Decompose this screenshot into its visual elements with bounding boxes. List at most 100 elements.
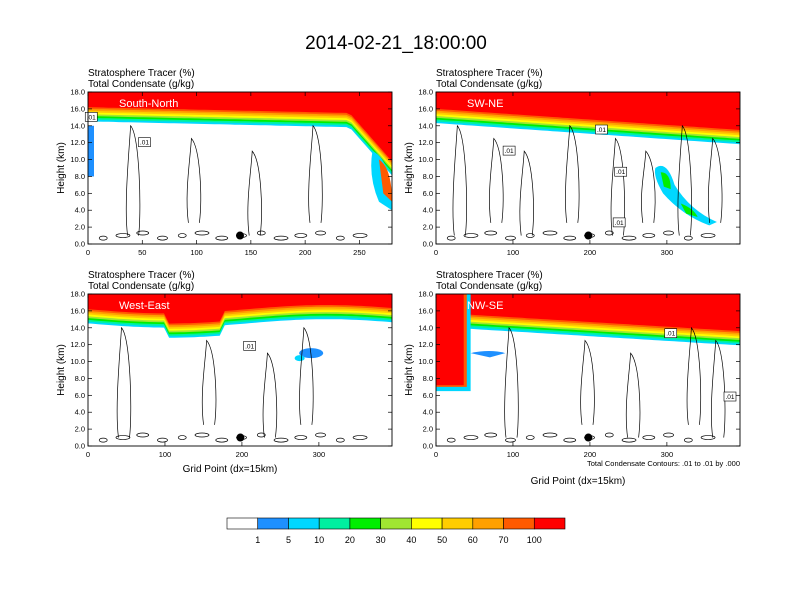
y-axis-label: Height (km) bbox=[404, 142, 415, 194]
contour-line bbox=[247, 150, 262, 236]
colorbar-swatch bbox=[411, 517, 443, 530]
y-tick-label: 4.0 bbox=[75, 408, 85, 417]
panel-label: SW-NE bbox=[467, 98, 503, 110]
colorbar-label: 50 bbox=[437, 535, 447, 545]
tracer-tongue bbox=[660, 172, 671, 190]
tracer-blob bbox=[470, 351, 506, 358]
contour-line bbox=[621, 437, 637, 443]
y-tick-label: 18.0 bbox=[418, 88, 433, 97]
contour-line bbox=[177, 435, 187, 440]
contour-label-box bbox=[614, 166, 628, 177]
condensate-contours bbox=[98, 326, 368, 443]
contour-line bbox=[663, 432, 674, 438]
colorbar-label: 1 bbox=[255, 535, 260, 545]
y-tick-label: 6.0 bbox=[75, 189, 85, 198]
contour-line bbox=[201, 339, 217, 425]
panel-header-line: Stratosphere Tracer (%) bbox=[436, 68, 543, 79]
tracer-column bbox=[436, 294, 464, 386]
y-tick-label: 2.0 bbox=[75, 425, 85, 434]
y-tick-label: 8.0 bbox=[75, 374, 85, 383]
colorbar-label: 100 bbox=[527, 535, 542, 545]
x-tick-label: 200 bbox=[584, 450, 597, 459]
tracer-intrusion bbox=[378, 159, 392, 202]
contour-label-box bbox=[595, 124, 608, 135]
x-axis-label: Grid Point (dx=15km) bbox=[183, 464, 278, 475]
colorbar-swatch bbox=[349, 517, 381, 530]
contour-line bbox=[177, 233, 187, 238]
colorbar-label: 10 bbox=[314, 535, 324, 545]
contour-label-box bbox=[502, 145, 516, 156]
contour-line bbox=[157, 235, 168, 241]
x-tick-label: 50 bbox=[138, 248, 146, 257]
tracer-field bbox=[436, 294, 740, 446]
panel-3: .01 West-East Stratosphere Tracer (%)Total… bbox=[56, 270, 393, 475]
contour-line bbox=[352, 233, 368, 238]
contour-line bbox=[262, 352, 278, 438]
y-tick-label: 14.0 bbox=[418, 323, 433, 332]
contour-line bbox=[519, 150, 534, 236]
contour-line bbox=[711, 339, 726, 438]
contour-line bbox=[194, 432, 210, 438]
colorbar-swatch bbox=[318, 517, 351, 530]
contour-label: .01 bbox=[616, 169, 625, 176]
y-tick-label: 8.0 bbox=[423, 374, 433, 383]
tracer-band bbox=[88, 294, 392, 324]
contour-line bbox=[115, 233, 131, 238]
y-tick-label: 2.0 bbox=[75, 223, 85, 232]
contour-line bbox=[505, 235, 516, 241]
tracer-field bbox=[436, 92, 740, 244]
y-tick-label: 18.0 bbox=[70, 290, 85, 299]
y-tick-label: 8.0 bbox=[423, 172, 433, 181]
tracer-tongue bbox=[680, 203, 698, 217]
panel-header-line: Stratosphere Tracer (%) bbox=[436, 270, 543, 281]
y-tick-label: 0.0 bbox=[75, 240, 85, 249]
y-tick-label: 2.0 bbox=[423, 223, 433, 232]
colorbar-swatch bbox=[472, 517, 504, 530]
contour-line bbox=[294, 233, 308, 238]
y-axis-label: Height (km) bbox=[56, 344, 67, 396]
contour-label: .01 bbox=[597, 127, 606, 134]
contour-line bbox=[484, 230, 498, 236]
y-tick-label: 10.0 bbox=[418, 357, 433, 366]
panel-label: NW-SE bbox=[467, 300, 503, 312]
contour-line bbox=[677, 124, 692, 236]
condensate-contours bbox=[446, 326, 726, 443]
contour-line bbox=[525, 233, 535, 238]
x-tick-label: 0 bbox=[86, 450, 90, 459]
contour-line bbox=[642, 435, 656, 440]
contour-line bbox=[489, 137, 504, 223]
contour-label: .01 bbox=[725, 394, 734, 401]
contour-line bbox=[484, 432, 498, 438]
x-tick-label: 300 bbox=[661, 450, 674, 459]
plot-frame bbox=[435, 91, 741, 245]
colorbar-label: 40 bbox=[406, 535, 416, 545]
y-tick-label: 6.0 bbox=[423, 189, 433, 198]
colorbar-label: 20 bbox=[345, 535, 355, 545]
panel-header-line: Stratosphere Tracer (%) bbox=[88, 270, 195, 281]
contour-line bbox=[446, 437, 456, 443]
contour-label-box bbox=[664, 328, 678, 338]
contour-line bbox=[446, 235, 456, 241]
contour-line bbox=[294, 435, 308, 440]
tracer-blob bbox=[299, 348, 324, 359]
panel-header-line: Total Condensate (g/kg) bbox=[88, 281, 194, 292]
y-tick-label: 16.0 bbox=[418, 306, 433, 315]
tracer-field bbox=[88, 92, 392, 244]
y-tick-label: 6.0 bbox=[75, 391, 85, 400]
contour-line bbox=[505, 437, 516, 443]
panel-label: South-North bbox=[119, 98, 178, 110]
contour-line bbox=[683, 235, 693, 241]
contour-line bbox=[565, 124, 580, 223]
contour-line bbox=[504, 326, 519, 438]
contour-line bbox=[136, 432, 150, 438]
x-axis-label: Grid Point (dx=15km) bbox=[531, 476, 626, 487]
y-tick-label: 14.0 bbox=[418, 121, 433, 130]
contour-line bbox=[525, 435, 535, 440]
y-axis-label: Height (km) bbox=[56, 142, 67, 194]
contour-label: .01 bbox=[87, 114, 96, 121]
figure-title: 2014-02-21_18:00:00 bbox=[305, 33, 487, 54]
y-axis-label: Height (km) bbox=[404, 344, 415, 396]
y-tick-label: 4.0 bbox=[75, 206, 85, 215]
colorbar-swatch bbox=[503, 517, 535, 530]
